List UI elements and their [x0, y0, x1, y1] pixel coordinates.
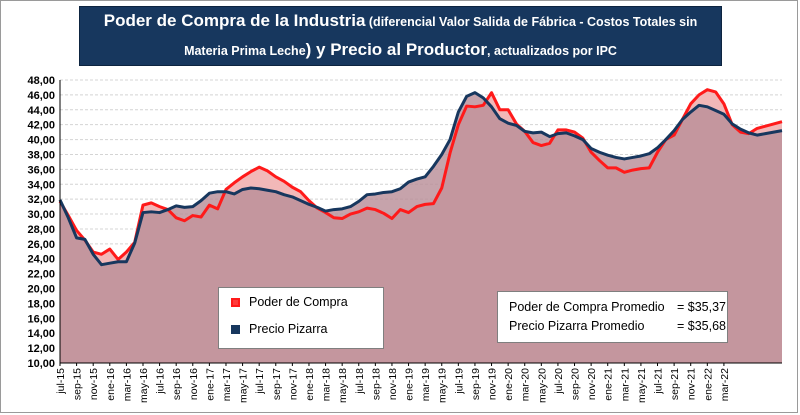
y-tick-label: 14,00: [27, 328, 55, 340]
poder-line: [58, 88, 783, 261]
x-tick-label: mar-22: [719, 368, 731, 401]
y-tick-label: 28,00: [27, 224, 55, 236]
legend-marker-precio: [231, 324, 240, 334]
chart-title: Poder de Compra de la Industria (diferen…: [79, 6, 722, 66]
y-tick-label: 26,00: [27, 239, 55, 251]
y-tick-label: 36,00: [27, 164, 55, 176]
x-tick-label: sep-21: [669, 368, 681, 400]
y-tick-label: 40,00: [27, 135, 55, 147]
y-tick-label: 22,00: [27, 269, 55, 281]
x-tick-label: nov-16: [188, 368, 200, 400]
x-tick-label: mar-16: [121, 368, 133, 401]
title-main: Poder de Compra de la Industria: [103, 11, 366, 30]
x-tick-label: nov-19: [487, 368, 499, 400]
x-tick-label: jul-20: [553, 368, 565, 395]
y-tick-label: 24,00: [27, 254, 55, 266]
x-tick-label: jul-15: [55, 368, 67, 395]
y-tick-label: 20,00: [27, 284, 55, 296]
x-tick-label: ene-21: [603, 368, 615, 401]
y-tick-label: 44,00: [27, 105, 55, 117]
precio-line: [58, 91, 783, 267]
title-detail-1: (diferencial Valor Salida de Fábrica - C…: [365, 15, 698, 29]
y-tick-label: 10,00: [27, 358, 55, 370]
title-line-1: Poder de Compra de la Industria (diferen…: [80, 7, 721, 36]
x-tick-label: nov-21: [686, 368, 698, 400]
x-tick-label: mar-19: [420, 368, 432, 401]
legend-marker-poder: [231, 297, 240, 307]
title-detail-2: Materia Prima Leche: [184, 44, 306, 58]
averages-box: Poder de Compra Promedio = $35,37 Precio…: [497, 291, 728, 343]
y-tick-label: 46,00: [27, 90, 55, 102]
y-tick-label: 48,00: [27, 75, 55, 87]
x-tick-label: nov-15: [88, 368, 100, 400]
y-tick-label: 34,00: [27, 179, 55, 191]
legend-label-precio: Precio Pizarra: [249, 322, 328, 336]
x-tick-label: may-17: [238, 368, 250, 403]
avg-row-poder: Poder de Compra Promedio = $35,37: [509, 298, 727, 317]
x-tick-label: nov-18: [387, 368, 399, 400]
avg-label-poder: Poder de Compra Promedio: [509, 300, 665, 314]
x-tick-label: jul-17: [254, 368, 266, 395]
x-tick-label: may-18: [337, 368, 349, 403]
y-tick-label: 12,00: [27, 343, 55, 355]
avg-value-precio: = $35,68: [677, 319, 727, 333]
x-tick-label: may-21: [636, 368, 648, 403]
x-tick-label: jul-18: [354, 368, 366, 395]
y-axis-labels: 10,00 12,00 14,00 16,00 18,00 20,00 22,00 24,00…: [27, 75, 55, 370]
y-tick-label: 18,00: [27, 298, 55, 310]
x-tick-label: nov-20: [586, 368, 598, 400]
y-tick-label: 16,00: [27, 313, 55, 325]
avg-value-poder: = $35,37: [677, 300, 727, 314]
x-tick-label: sep-17: [271, 368, 283, 400]
title-main-2: ) y Precio al Productor: [305, 40, 488, 59]
y-tick-label: 42,00: [27, 120, 55, 132]
avg-row-precio: Precio Pizarra Promedio = $35,68: [509, 317, 727, 336]
legend-label-poder: Poder de Compra: [249, 295, 348, 309]
y-tick-label: 38,00: [27, 149, 55, 161]
x-tick-label: mar-20: [520, 368, 532, 401]
x-tick-label: ene-18: [304, 368, 316, 401]
x-tick-label: sep-15: [72, 368, 84, 400]
x-tick-label: sep-18: [370, 368, 382, 400]
x-tick-label: ene-19: [404, 368, 416, 401]
x-tick-label: ene-16: [105, 368, 117, 401]
x-tick-label: mar-18: [321, 368, 333, 401]
x-tick-label: ene-20: [503, 368, 515, 401]
x-tick-label: sep-20: [570, 368, 582, 400]
x-tick-label: may-19: [437, 368, 449, 403]
x-tick-label: may-16: [138, 368, 150, 403]
x-tick-label: ene-22: [702, 368, 714, 401]
y-tick-label: 30,00: [27, 209, 55, 221]
x-tick-label: sep-19: [470, 368, 482, 400]
y-tick-label: 32,00: [27, 194, 55, 206]
x-tick-label: jul-16: [155, 368, 167, 395]
x-tick-label: ene-17: [204, 368, 216, 401]
legend-item-precio: Precio Pizarra: [231, 322, 328, 336]
title-detail-3: , actualizados por IPC: [487, 44, 617, 58]
x-tick-label: jul-19: [453, 368, 465, 395]
legend-item-poder: Poder de Compra: [231, 295, 348, 309]
x-tick-label: mar-21: [619, 368, 631, 401]
x-tick-label: sep-16: [171, 368, 183, 400]
x-tick-label: nov-17: [287, 368, 299, 400]
x-axis-labels: jul-15 sep-15 nov-15 ene-16 mar-16 may-16 jul-…: [55, 363, 731, 403]
x-tick-label: mar-17: [221, 368, 233, 401]
x-tick-label: may-20: [536, 368, 548, 403]
x-tick-label: jul-21: [653, 368, 665, 395]
legend: Poder de Compra Precio Pizarra: [218, 287, 384, 349]
avg-label-precio: Precio Pizarra Promedio: [509, 319, 645, 333]
title-line-2: Materia Prima Leche) y Precio al Product…: [80, 36, 721, 65]
